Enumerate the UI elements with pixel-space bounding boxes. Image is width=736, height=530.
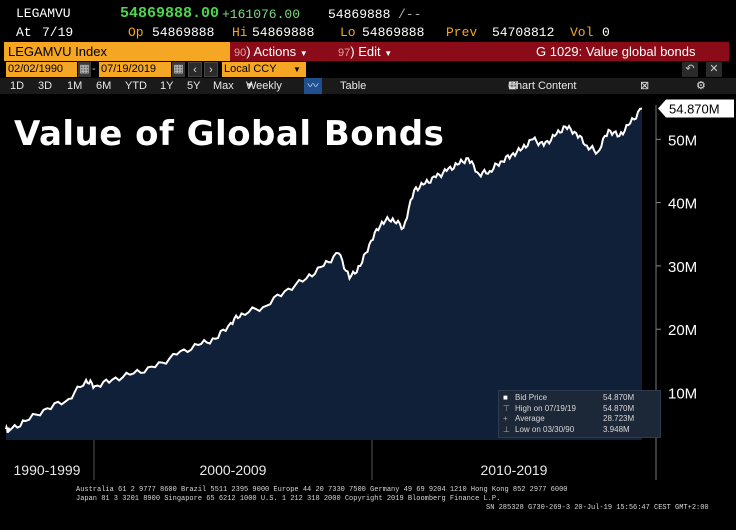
prev-value: 54708812 <box>492 25 555 40</box>
edit-menu-arrow-icon: ) <box>350 44 355 59</box>
last-value-label: 54.870M <box>669 101 720 116</box>
x-tick-label: 2010-2019 <box>481 462 548 478</box>
period-1d[interactable]: 1D <box>10 80 25 92</box>
start-date-field[interactable]: 02/02/1990 <box>6 62 77 77</box>
calendar-icon[interactable]: ▦ <box>78 62 91 77</box>
volume-value: 0 <box>602 25 610 40</box>
x-tick-label: 1990-1999 <box>14 462 81 478</box>
chevron-down-icon: ▼ <box>293 65 301 74</box>
chart-legend: ■ Bid Price 54.870M ⊤ High on 07/19/19 5… <box>498 390 661 438</box>
open-value: 54869888 <box>152 25 215 40</box>
chevron-right-icon[interactable]: › <box>204 62 218 77</box>
footer-session: SN 285328 G730-269-3 20-Jul-19 15:56:47 … <box>486 504 709 512</box>
chevron-down-icon: ▼ <box>246 81 254 90</box>
chart-id-title: G 1029: Value global bonds <box>536 44 696 59</box>
high-value: 54869888 <box>252 25 315 40</box>
last-value-badge <box>658 99 734 118</box>
gear-icon[interactable]: ⚙ <box>696 80 706 92</box>
legend-item: + Average 28.723M <box>503 414 656 425</box>
last-price: 54869888.00 <box>120 5 220 22</box>
legend-label: Average <box>515 414 545 423</box>
y-tick-label: 50M <box>668 132 697 149</box>
legend-label: Low on 03/30/90 <box>515 424 575 434</box>
bid-value: 54869888 <box>328 7 391 22</box>
low-value: 54869888 <box>362 25 425 40</box>
chart-title: Value of Global Bonds <box>14 114 445 154</box>
actions-menu-number: 90 <box>234 47 247 59</box>
period-max[interactable]: Max <box>213 80 234 92</box>
series-area <box>6 108 642 440</box>
actions-menu[interactable]: 90) Actions ▼ <box>234 42 308 63</box>
ticker-bar: LEGAMVU 54869888.00 +161076.00 54869888 … <box>0 0 736 42</box>
high-label: Hi <box>232 25 248 40</box>
series-line <box>5 107 643 434</box>
close-icon[interactable]: ✕ <box>706 62 722 77</box>
ticker-symbol: LEGAMVU <box>16 6 71 21</box>
line-chart-icon[interactable]: 〰 <box>304 78 322 94</box>
period-toolbar: 1D 3D 1M 6M YTD 1Y 5Y Max Weekly ▼ 〰 Tab… <box>0 78 736 94</box>
chart-content-label: Chart Content <box>508 80 577 92</box>
annotate-icon[interactable]: ⊠ <box>640 80 650 92</box>
average-marker-icon: + <box>503 414 508 423</box>
end-date-field[interactable]: 07/19/2019 <box>99 62 171 77</box>
y-tick-label: 40M <box>668 196 697 213</box>
chevron-down-icon: ▼ <box>299 49 308 58</box>
y-tick-label: 20M <box>668 322 697 339</box>
x-tick-label: 2000-2009 <box>200 462 267 478</box>
edit-menu-label: Edit <box>358 44 381 59</box>
period-1m[interactable]: 1M <box>67 80 83 92</box>
at-label: At <box>16 25 32 40</box>
at-date: 7/19 <box>42 25 74 40</box>
low-marker-icon: ⊥ <box>503 424 510 434</box>
square-icon: ■ <box>503 393 508 402</box>
volume-label: Vol <box>570 25 594 40</box>
chevron-down-icon: ▼ <box>384 49 393 58</box>
legend-item: ■ Bid Price 54.870M <box>503 393 656 404</box>
calendar-icon[interactable]: ▦ <box>172 62 185 77</box>
currency-label: Local CCY <box>224 63 277 75</box>
legend-label: High on 07/19/19 <box>515 403 576 413</box>
command-bar: 90) Actions ▼ 97) Edit ▼ G 1029: Value g… <box>230 42 729 61</box>
legend-label: Bid Price <box>515 393 548 402</box>
period-3d[interactable]: 3D <box>38 80 53 92</box>
period-ytd[interactable]: YTD <box>125 80 147 92</box>
legend-value: 54.870M <box>603 393 635 402</box>
legend-value: 54.870M <box>603 403 635 413</box>
currency-select[interactable]: Local CCY <box>222 62 306 77</box>
price-change: +161076.00 <box>222 7 301 22</box>
y-tick-label: 10M <box>668 386 697 403</box>
actions-menu-arrow-icon: ) <box>246 44 251 59</box>
security-field[interactable]: LEGAMVU Index <box>4 42 230 61</box>
period-6m[interactable]: 6M <box>96 80 112 92</box>
actions-menu-label: Actions <box>253 44 297 59</box>
table-button[interactable]: Table <box>340 80 367 92</box>
legend-value: 3.948M <box>603 424 630 434</box>
high-marker-icon: ⊤ <box>503 403 510 413</box>
legend-item: ⊤ High on 07/19/19 54.870M <box>503 404 656 415</box>
edit-menu[interactable]: 97) Edit ▼ <box>338 42 392 63</box>
undo-icon[interactable]: ↶ <box>682 62 698 77</box>
chart-content-icon: ▦ <box>508 80 518 91</box>
edit-menu-number: 97 <box>338 47 351 59</box>
low-label: Lo <box>340 25 356 40</box>
y-tick-label: 30M <box>668 259 697 276</box>
period-5y[interactable]: 5Y <box>187 80 201 92</box>
ask-value: /-- <box>398 7 422 22</box>
legend-value: 28.723M <box>603 414 635 423</box>
legend-item: ⊥ Low on 03/30/90 3.948M <box>503 425 656 436</box>
frequency-label: Weekly <box>246 80 282 92</box>
prev-label: Prev <box>446 25 478 40</box>
footer-copyright: Japan 81 3 3201 8900 Singapore 65 6212 1… <box>76 495 501 503</box>
chevron-left-icon[interactable]: ‹ <box>188 62 202 77</box>
open-label: Op <box>128 25 144 40</box>
period-1y[interactable]: 1Y <box>160 80 174 92</box>
bond-value-chart: 10M 20M 30M 40M 50M 54.870M 1990-1999 2000-2009… <box>5 99 734 480</box>
footer-contacts: Australia 61 2 9777 8600 Brazil 5511 239… <box>76 486 568 494</box>
date-separator: - <box>92 63 96 75</box>
